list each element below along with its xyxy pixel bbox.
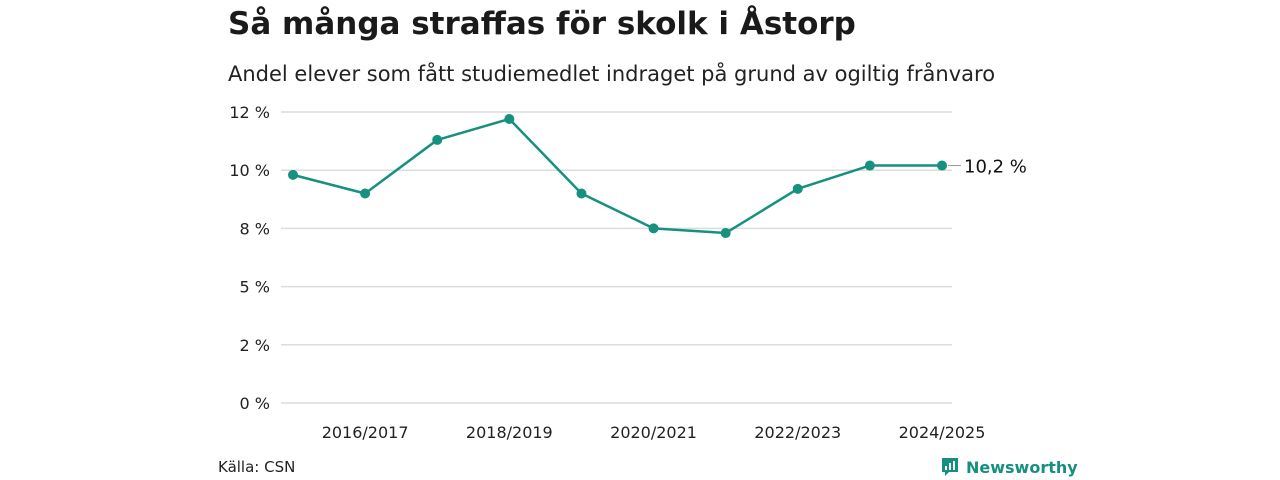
y-axis-ticks: 0 % 2 % 5 % 8 % 10 % 12 % bbox=[229, 103, 270, 413]
data-point bbox=[937, 160, 947, 171]
data-point bbox=[432, 134, 443, 145]
newsworthy-logo[interactable]: Newsworthy bbox=[940, 456, 1078, 478]
x-tick-label: 2024/2025 bbox=[899, 423, 986, 442]
end-value-label: 10,2 % bbox=[964, 157, 1027, 178]
chart-title: Så många straffas för skolk i Åstorp bbox=[228, 6, 856, 42]
x-tick-label: 2020/2021 bbox=[610, 423, 697, 442]
end-labels: 10,2 % bbox=[948, 157, 1027, 178]
y-tick-label: 2 % bbox=[240, 336, 270, 355]
x-axis-ticks: 2016/2017 2018/2019 2020/2021 2022/2023 2024… bbox=[322, 423, 986, 442]
brand-name: Newsworthy bbox=[966, 457, 1078, 477]
data-point bbox=[720, 228, 731, 239]
y-tick-label: 0 % bbox=[240, 394, 270, 413]
y-tick-label: 12 % bbox=[229, 103, 270, 122]
y-tick-label: 5 % bbox=[240, 278, 270, 297]
data-point bbox=[864, 160, 875, 171]
x-tick-label: 2022/2023 bbox=[754, 423, 841, 442]
newsworthy-icon bbox=[942, 458, 958, 476]
data-point bbox=[648, 223, 659, 234]
data-point bbox=[792, 183, 803, 194]
series bbox=[288, 113, 947, 239]
x-tick-label: 2016/2017 bbox=[322, 423, 409, 442]
data-point bbox=[504, 113, 515, 124]
gridlines bbox=[281, 111, 952, 404]
series-line bbox=[292, 117, 942, 235]
data-point bbox=[288, 169, 298, 180]
data-point bbox=[360, 188, 371, 199]
x-tick-label: 2018/2019 bbox=[466, 423, 553, 442]
y-tick-label: 10 % bbox=[229, 161, 270, 180]
chart-subtitle: Andel elever som fått studiemedlet indra… bbox=[228, 62, 996, 86]
source-note: Källa: CSN bbox=[218, 458, 296, 476]
y-tick-label: 8 % bbox=[240, 219, 270, 238]
data-point bbox=[576, 188, 587, 199]
